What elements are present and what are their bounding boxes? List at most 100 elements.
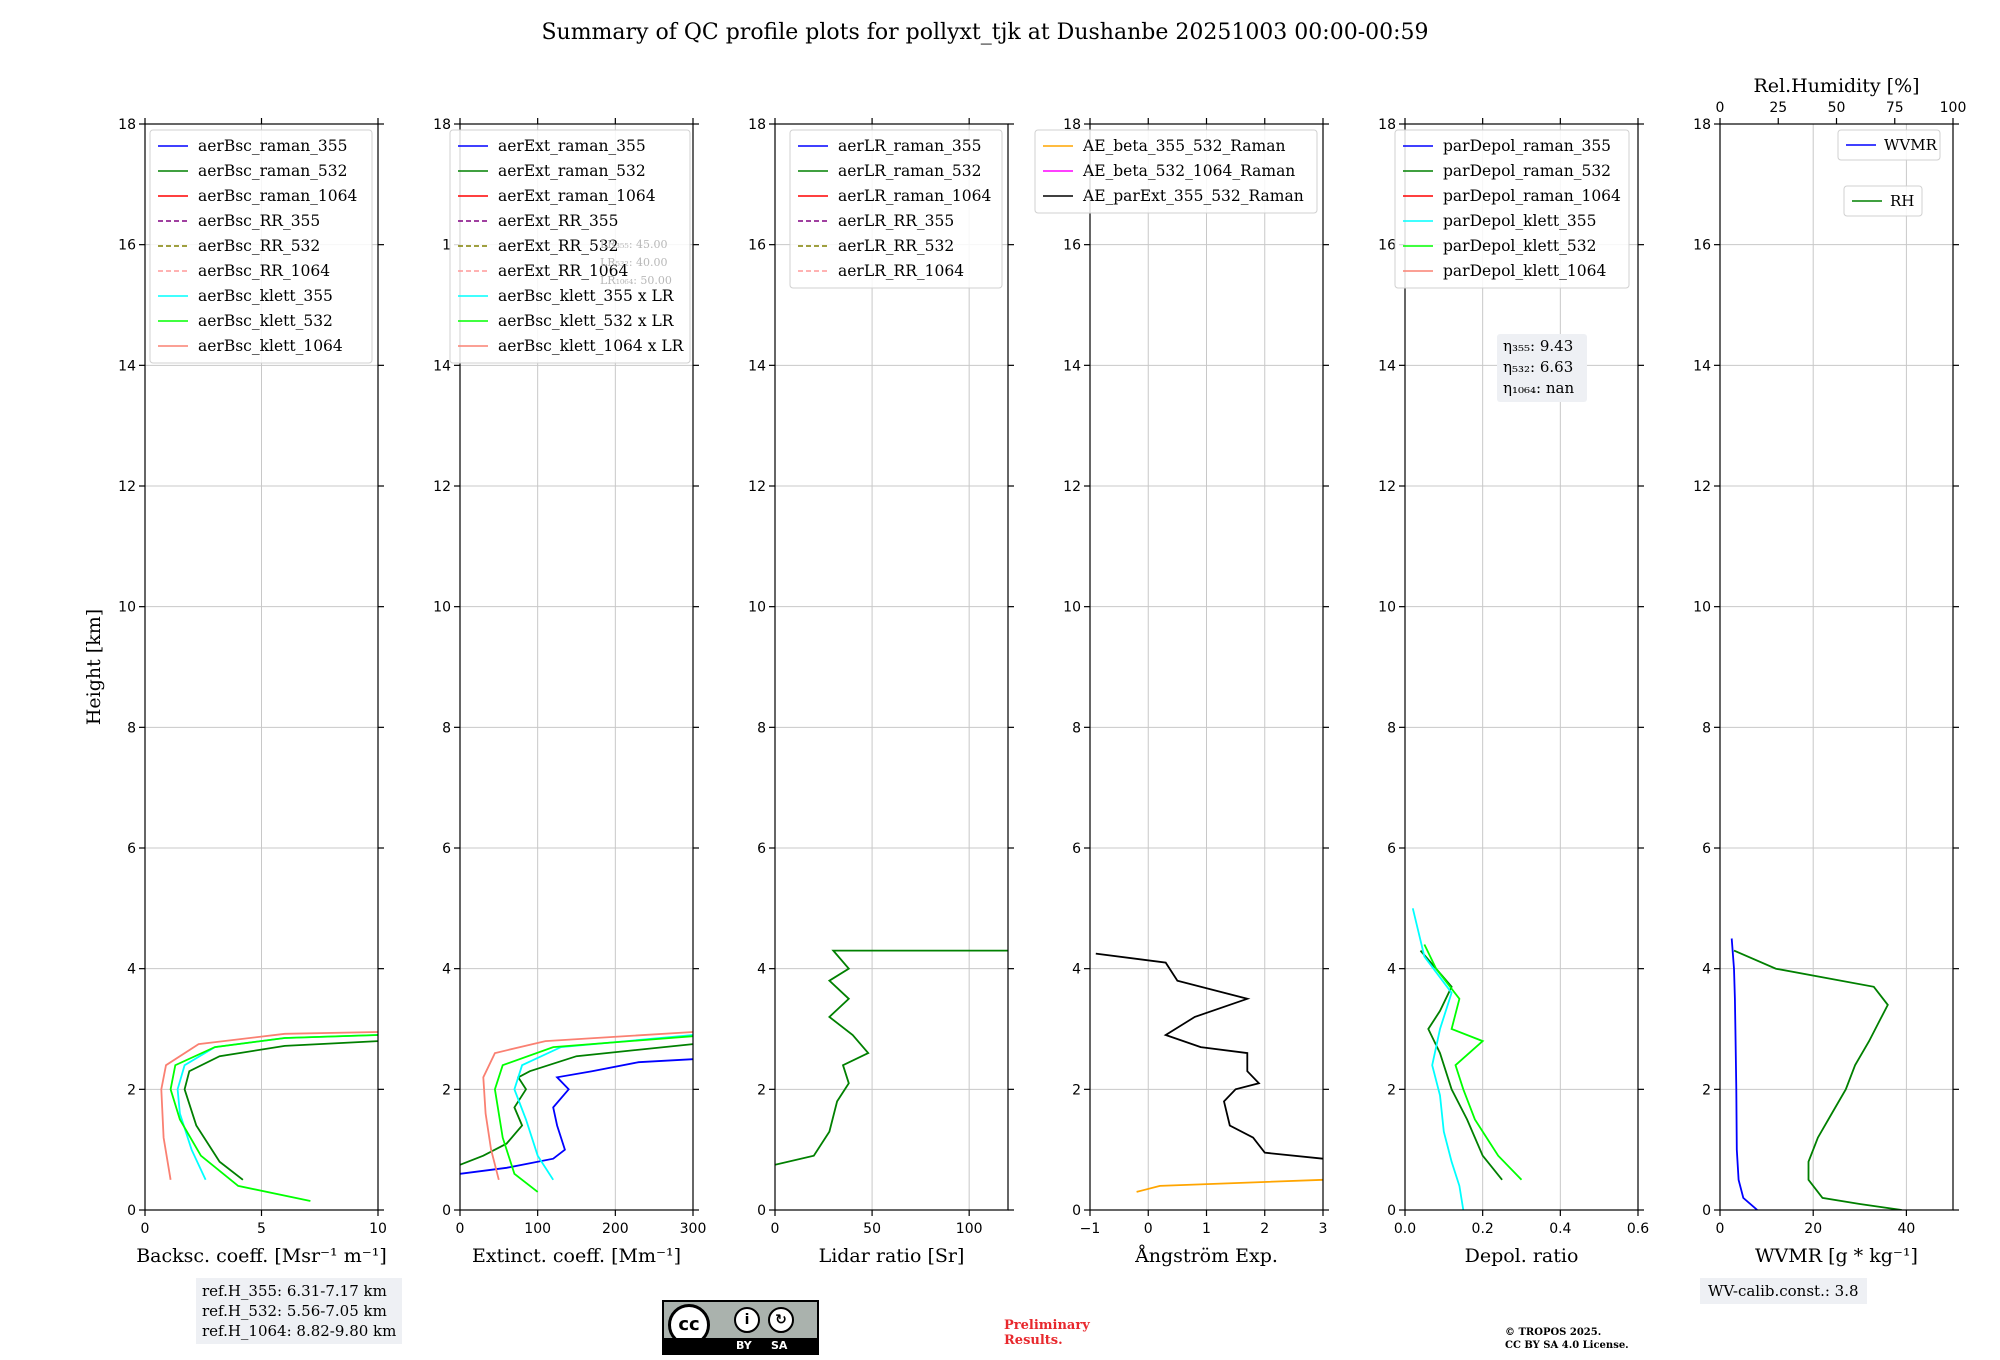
legend-label: WVMR — [1884, 136, 1938, 154]
license-line-2: CC BY SA 4.0 License. — [1505, 1340, 1629, 1351]
y-tick-label: 10 — [1063, 600, 1081, 616]
legend-label: parDepol_raman_532 — [1443, 162, 1611, 180]
x-tick-label: 0 — [1144, 1221, 1153, 1237]
y-tick-label: 14 — [1378, 358, 1396, 374]
x-tick-label: 100 — [524, 1221, 551, 1237]
legend-label: aerBsc_klett_355 — [198, 287, 333, 305]
series-line-parDepol_klett_532 — [1423, 944, 1523, 1181]
y-axis-label: Height [km] — [83, 609, 105, 725]
x-tick-label: 20 — [1804, 1221, 1822, 1237]
y-tick-label: 2 — [1702, 1082, 1711, 1098]
legend-label: aerBsc_RR_355 — [198, 212, 320, 230]
legend-label: aerBsc_klett_532 — [198, 312, 333, 330]
y-tick-label: 6 — [1387, 841, 1396, 857]
wv-calibration-box: WV-calib.const.: 3.8 — [1700, 1278, 1867, 1304]
y-tick-label: 16 — [748, 238, 766, 254]
series-line-aerBsc_klett_1064 x LR — [482, 1031, 693, 1181]
y-tick-label: 10 — [748, 600, 766, 616]
y-tick-label: 2 — [1072, 1082, 1081, 1098]
y-tick-label: 4 — [1072, 962, 1081, 978]
series-line-aerBsc_klett_532 x LR — [493, 1035, 693, 1193]
x-tick-label: 5 — [257, 1221, 266, 1237]
y-tick-label: 8 — [442, 720, 451, 736]
x-axis-label: Lidar ratio [Sr] — [819, 1245, 965, 1267]
y-tick-label: 4 — [1702, 962, 1711, 978]
series-line-aerExt_raman_532 — [460, 1043, 693, 1166]
x-tick-label: −1 — [1080, 1221, 1101, 1237]
y-tick-label: 14 — [118, 358, 136, 374]
cc-by-label: BY — [736, 1339, 752, 1352]
legend-box — [149, 129, 373, 364]
series-group — [1095, 952, 1323, 1193]
legend-label: aerExt_raman_355 — [498, 137, 646, 155]
series-line-aerBsc_raman_532 — [183, 1040, 378, 1181]
y-tick-label: 6 — [442, 841, 451, 857]
y-tick-label: 12 — [433, 479, 451, 495]
y-tick-label: 4 — [757, 962, 766, 978]
y-tick-label: 18 — [748, 117, 766, 133]
y-tick-label: 12 — [118, 479, 136, 495]
y-tick-label: 18 — [433, 117, 451, 133]
x-axis-label: Ångström Exp. — [1134, 1245, 1278, 1267]
series-group — [1730, 938, 1902, 1210]
y-tick-label: 18 — [1063, 117, 1081, 133]
y-tick-label: 2 — [1387, 1082, 1396, 1098]
legend-label: aerExt_RR_355 — [498, 212, 619, 230]
attribution-icon: i — [734, 1307, 760, 1333]
x-tick-label: 10 — [369, 1221, 387, 1237]
legend-label: aerLR_raman_355 — [838, 137, 981, 155]
legend-label: parDepol_raman_355 — [1443, 137, 1611, 155]
legend-label: aerLR_RR_1064 — [838, 262, 964, 280]
legend-label: aerLR_raman_1064 — [838, 187, 991, 205]
eta-label: η₅₃₂: 6.63 — [1503, 358, 1573, 376]
series-line-parDepol_klett_355 — [1411, 908, 1465, 1210]
ref-height-355: ref.H_355: 6.31-7.17 km — [202, 1282, 387, 1300]
cc-license-badge: cc i ↻ BY SA — [662, 1300, 819, 1355]
y-tick-label: 6 — [1072, 841, 1081, 857]
series-line-AE_parExt_355_532_Raman — [1095, 952, 1323, 1160]
legend-label: aerExt_raman_1064 — [498, 187, 656, 205]
x-axis-label: Extinct. coeff. [Mm⁻¹] — [472, 1245, 681, 1267]
series-group — [1411, 908, 1523, 1210]
y-tick-label: 12 — [1063, 479, 1081, 495]
x-tick-label: 300 — [680, 1221, 707, 1237]
legend-label: aerBsc_raman_355 — [198, 137, 348, 155]
y-tick-label: 2 — [757, 1082, 766, 1098]
y-tick-label: 0 — [1702, 1203, 1711, 1219]
figure-title: Summary of QC profile plots for pollyxt_… — [541, 20, 1429, 45]
ref-height-1064: ref.H_1064: 8.82-9.80 km — [202, 1322, 397, 1340]
plot-frame — [1719, 123, 1954, 1211]
x-tick-label: 0.0 — [1394, 1221, 1416, 1237]
legend-label: aerBsc_klett_1064 — [198, 337, 343, 355]
panel-depol: 0 2 4 6 8 10 12 14 16 18 0.0 0.2 0.4 0.6 Depol. ratio p… — [1378, 117, 1649, 1267]
series-group — [775, 949, 1008, 1166]
preliminary-line-1: Preliminary — [1004, 1318, 1090, 1333]
legend-label: aerBsc_klett_355 x LR — [498, 287, 675, 305]
y-tick-label: 0 — [442, 1203, 451, 1219]
y-tick-label: 16 — [1378, 238, 1396, 254]
y-tick-label: 14 — [1693, 358, 1711, 374]
legend-label: RH — [1890, 192, 1914, 210]
preliminary-line-2: Results. — [1004, 1333, 1063, 1348]
y-tick-label: 10 — [1378, 600, 1396, 616]
series-line-aerExt_raman_355 — [460, 1058, 693, 1175]
legend-label: aerBsc_klett_532 x LR — [498, 312, 675, 330]
top-x-axis-label: Rel.Humidity [%] — [1753, 75, 1919, 97]
legend-label: aerLR_raman_532 — [838, 162, 981, 180]
reference-height-box: ref.H_355: 6.31-7.17 km ref.H_532: 5.56-… — [196, 1278, 403, 1344]
y-tick-label: 8 — [757, 720, 766, 736]
y-tick-label: 2 — [442, 1082, 451, 1098]
y-tick-label: 16 — [1693, 238, 1711, 254]
legend-label: aerExt_raman_532 — [498, 162, 646, 180]
series-line-WVMR — [1730, 938, 1758, 1210]
legend-label: AE_parExt_355_532_Raman — [1082, 187, 1304, 205]
legend-label: parDepol_klett_1064 — [1443, 262, 1606, 280]
y-tick-label: 0 — [1072, 1203, 1081, 1219]
y-tick-label: 1 — [442, 238, 451, 254]
x-tick-label: 100 — [956, 1221, 983, 1237]
y-tick-label: 4 — [1387, 962, 1396, 978]
eta-label: η₁₀₆₄: nan — [1503, 379, 1574, 397]
y-tick-label: 10 — [433, 600, 451, 616]
legend-label: aerBsc_raman_1064 — [198, 187, 358, 205]
legend-label: AE_beta_532_1064_Raman — [1082, 162, 1295, 180]
